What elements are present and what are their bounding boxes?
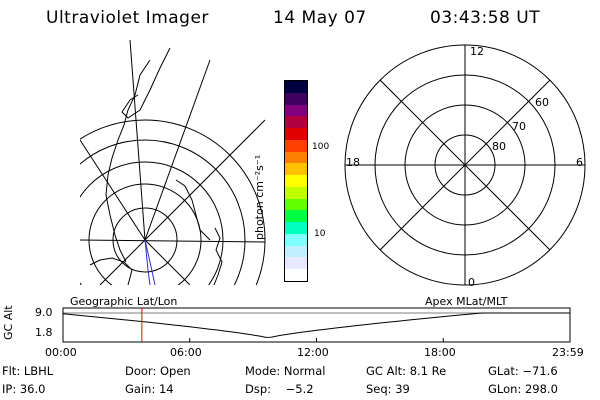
colorbar-segment (285, 233, 307, 246)
coastline (105, 59, 151, 263)
mlt-diagonal (379, 79, 551, 251)
mlat-label-80: 80 (492, 140, 506, 153)
altitude-plot (62, 307, 571, 343)
geographic-caption: Geographic Lat/Lon (70, 295, 178, 308)
colorbar-segment (285, 163, 307, 176)
colorbar-segment (285, 116, 307, 129)
polar-grid (344, 44, 586, 286)
mlt-label-12: 12 (470, 45, 484, 58)
apex-caption: Apex MLat/MLT (425, 295, 508, 308)
gc-alt-info: GC Alt: 8.1 Re (366, 364, 447, 378)
lon-line (99, 239, 146, 285)
door-info: Door: Open (125, 364, 191, 378)
xtick-0600: 06:00 (170, 346, 202, 359)
colorbar-segment (285, 175, 307, 187)
lat-circle-outer (80, 119, 266, 285)
colorbar-tick-10: 10 (314, 229, 326, 239)
altitude-ytick-min: 1.8 (35, 326, 53, 339)
instrument-title: Ultraviolet Imager (46, 8, 209, 28)
colorbar-tick-100: 100 (312, 142, 330, 152)
mlat-label-60: 60 (535, 96, 549, 109)
mlt-label-6: 6 (576, 156, 583, 169)
lon-line (144, 119, 266, 241)
dsp-info: Dsp: −5.2 (245, 382, 314, 396)
geographic-map (80, 40, 266, 285)
filter-info: Flt: LBHL (2, 364, 54, 378)
colorbar-segment (285, 222, 307, 234)
colorbar-segment (285, 257, 307, 270)
lon-line (144, 239, 191, 285)
colorbar-segment (285, 139, 307, 152)
mlt-label-0: 0 (468, 276, 475, 289)
colorbar (284, 80, 308, 282)
colorbar-segment (285, 198, 307, 211)
colorbar-segment (285, 245, 307, 258)
seq-info: Seq: 39 (366, 382, 410, 396)
altitude-ytick-max: 9.0 (35, 306, 53, 319)
colorbar-segment (285, 186, 307, 199)
time-label: 03:43:58 UT (430, 8, 541, 28)
colorbar-segment (285, 81, 307, 93)
colorbar-segment (285, 210, 307, 223)
mlt-label-18: 18 (346, 156, 360, 169)
lon-line (144, 59, 211, 241)
lon-line (129, 40, 146, 241)
colorbar-unit-label: photon cm⁻²s⁻¹ (253, 154, 266, 240)
colorbar-segment (285, 128, 307, 140)
lon-line (80, 139, 146, 241)
date-label: 14 May 07 (273, 8, 367, 28)
altitude-curve (62, 312, 570, 338)
xtick-1200: 12:00 (297, 346, 329, 359)
lat-circle (80, 161, 224, 285)
lat-circle (80, 139, 246, 285)
colorbar-segment (285, 104, 307, 117)
colorbar-segment (285, 151, 307, 164)
glon-info: GLon: 298.0 (488, 382, 558, 396)
colorbar-segment (285, 269, 307, 282)
xtick-1800: 18:00 (424, 346, 456, 359)
mlat-label-70: 70 (512, 120, 526, 133)
lon-line (80, 239, 266, 243)
mode-info: Mode: Normal (245, 364, 326, 378)
altitude-ylabel: GC Alt (2, 305, 15, 340)
gain-info: Gain: 14 (125, 382, 174, 396)
ip-info: IP: 36.0 (2, 382, 46, 396)
xtick-0000: 00:00 (45, 346, 77, 359)
colorbar-segment (285, 92, 307, 105)
glat-info: GLat: −71.6 (488, 364, 558, 378)
xtick-2359: 23:59 (552, 346, 584, 359)
